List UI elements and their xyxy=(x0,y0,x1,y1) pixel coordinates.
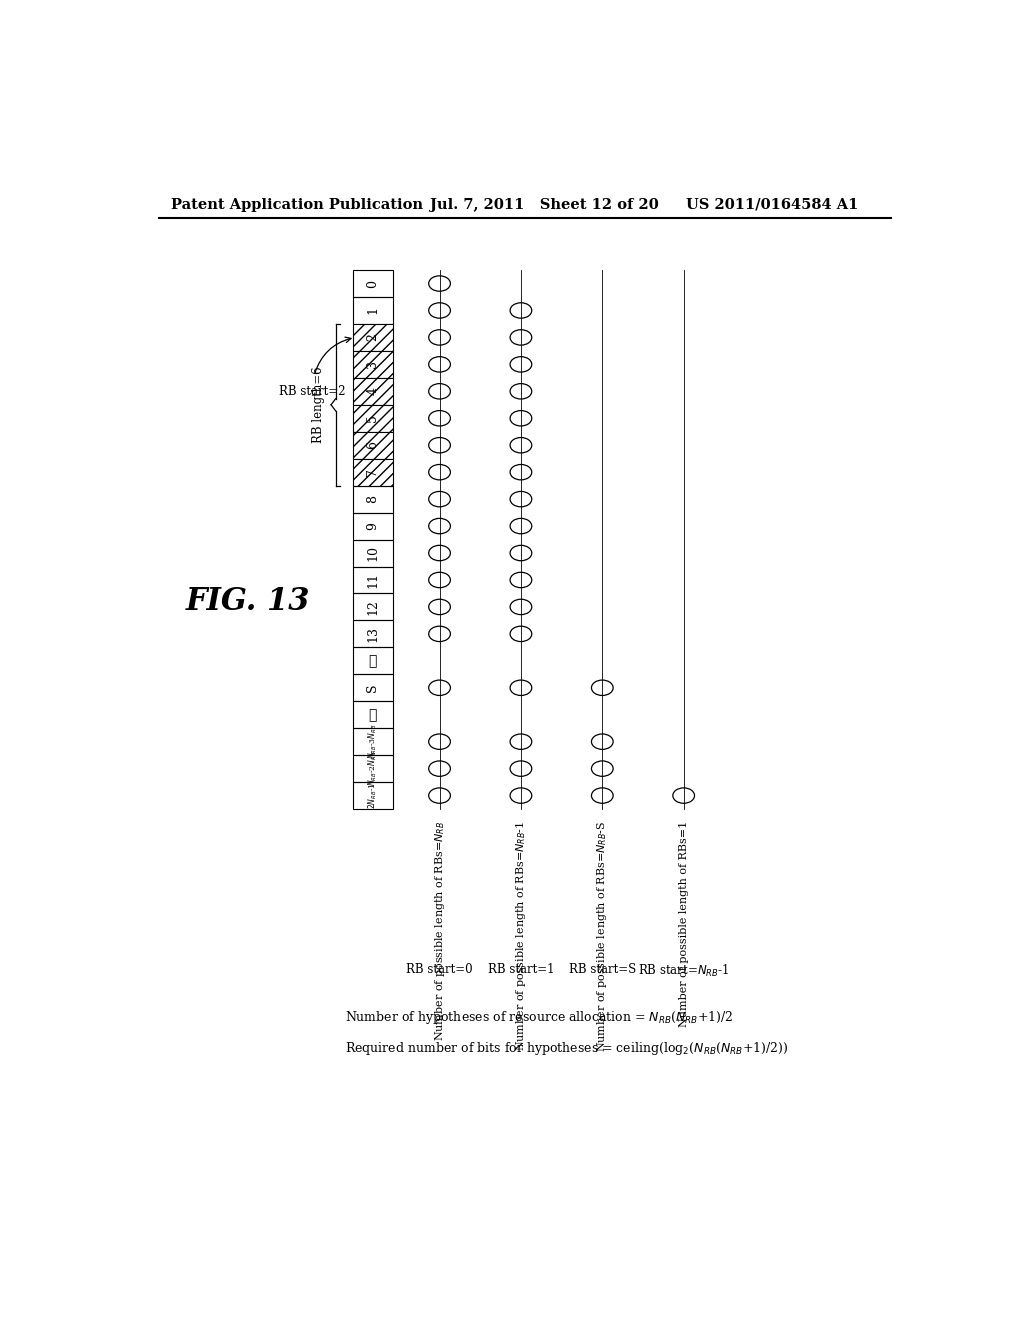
Text: 10: 10 xyxy=(367,545,380,561)
Text: Number of hypotheses of resource allocation = $N_{RB}$($N_{RB}$+1)/2: Number of hypotheses of resource allocat… xyxy=(345,1010,733,1026)
Text: 1: 1 xyxy=(367,306,380,314)
Text: RB start=1: RB start=1 xyxy=(487,964,554,975)
Text: 2: 2 xyxy=(367,334,380,342)
Text: 13: 13 xyxy=(367,626,380,642)
Text: 6: 6 xyxy=(367,441,380,449)
Bar xyxy=(352,459,393,486)
Text: RB start=2: RB start=2 xyxy=(280,385,346,399)
Text: S: S xyxy=(367,684,380,692)
Text: Required number of bits for hypotheses = ceiling(log$_2$($N_{RB}$($N_{RB}$+1)/2): Required number of bits for hypotheses =… xyxy=(345,1040,788,1057)
Bar xyxy=(352,405,393,432)
Text: Number of possible length of RBs=$N_{RB}$-S: Number of possible length of RBs=$N_{RB}… xyxy=(595,821,609,1052)
Text: RB start=S: RB start=S xyxy=(568,964,636,975)
Bar xyxy=(352,486,393,512)
Bar xyxy=(352,540,393,566)
Text: FIG. 13: FIG. 13 xyxy=(186,586,310,616)
Bar xyxy=(352,351,393,378)
Text: 5: 5 xyxy=(367,414,380,422)
Bar xyxy=(352,701,393,729)
Text: RB start=0: RB start=0 xyxy=(407,964,473,975)
Bar xyxy=(352,594,393,620)
Text: ⋯: ⋯ xyxy=(369,653,377,668)
Bar xyxy=(352,432,393,459)
Text: Patent Application Publication: Patent Application Publication xyxy=(171,198,423,211)
Bar xyxy=(352,647,393,675)
Text: ⋯: ⋯ xyxy=(369,708,377,722)
Text: RB length=6: RB length=6 xyxy=(312,367,326,444)
Text: Number of possible length of RBs=1: Number of possible length of RBs=1 xyxy=(679,821,689,1027)
Text: 0: 0 xyxy=(367,280,380,288)
Text: 3: 3 xyxy=(367,360,380,368)
Text: US 2011/0164584 A1: US 2011/0164584 A1 xyxy=(686,198,858,211)
Text: 4: 4 xyxy=(367,387,380,395)
Bar xyxy=(352,755,393,781)
Text: 9: 9 xyxy=(367,523,380,531)
Bar xyxy=(352,271,393,297)
Bar xyxy=(352,566,393,594)
Text: Number of possible length of RBs=$N_{RB}$: Number of possible length of RBs=$N_{RB}… xyxy=(432,821,446,1040)
Bar xyxy=(352,512,393,540)
Text: RB start=$N_{RB}$-1: RB start=$N_{RB}$-1 xyxy=(638,964,729,979)
Bar xyxy=(352,297,393,323)
Bar xyxy=(352,781,393,809)
Text: 12: 12 xyxy=(367,599,380,615)
Bar xyxy=(352,675,393,701)
Text: 8: 8 xyxy=(367,495,380,503)
Bar xyxy=(352,323,393,351)
Text: $N_{RB}$-2$N_{RB}$: $N_{RB}$-2$N_{RB}$ xyxy=(367,751,379,787)
Text: Number of possible length of RBs=$N_{RB}$-1: Number of possible length of RBs=$N_{RB}… xyxy=(514,821,528,1051)
Bar xyxy=(352,620,393,647)
Text: $N_{RB}$-3$N_{RB}$: $N_{RB}$-3$N_{RB}$ xyxy=(367,723,379,759)
Text: 11: 11 xyxy=(367,572,380,587)
Bar xyxy=(352,729,393,755)
Bar xyxy=(352,378,393,405)
Text: Jul. 7, 2011   Sheet 12 of 20: Jul. 7, 2011 Sheet 12 of 20 xyxy=(430,198,659,211)
Text: $2N_{RB}$-1: $2N_{RB}$-1 xyxy=(367,783,379,809)
Text: 7: 7 xyxy=(367,469,380,477)
